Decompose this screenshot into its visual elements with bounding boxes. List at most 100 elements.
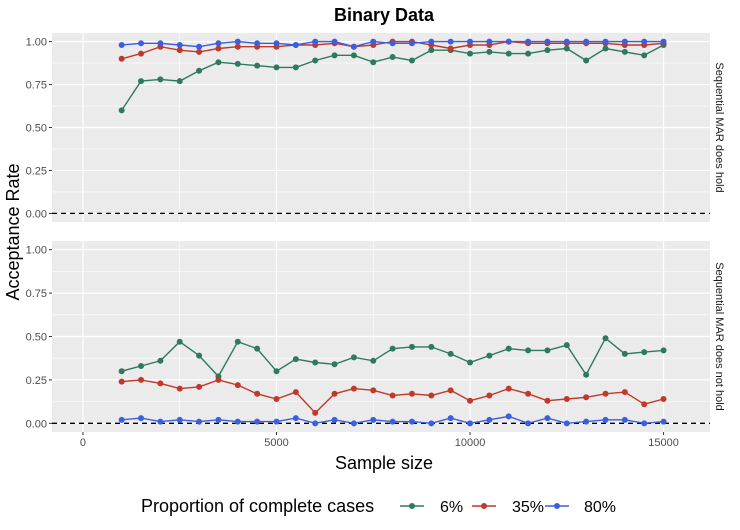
data-point	[544, 38, 551, 45]
data-point	[176, 78, 183, 85]
y-tick-label: 0.25	[26, 375, 47, 387]
data-point	[234, 418, 241, 425]
y-tick-label: 0.00	[26, 208, 47, 220]
chart-title: Binary Data	[334, 5, 435, 25]
data-point	[428, 47, 435, 54]
data-point	[312, 38, 319, 45]
data-point	[157, 418, 164, 425]
data-point	[525, 347, 532, 354]
data-point	[525, 50, 532, 57]
data-point	[234, 43, 241, 50]
data-point	[312, 57, 319, 64]
data-point	[408, 418, 415, 425]
data-point	[389, 418, 396, 425]
y-tick-label: 0.25	[26, 165, 47, 177]
data-point	[467, 50, 474, 57]
data-point	[505, 385, 512, 392]
data-point	[350, 420, 357, 427]
data-point	[292, 64, 299, 71]
data-point	[292, 42, 299, 49]
data-point	[428, 420, 435, 427]
data-point	[138, 415, 145, 422]
data-point	[544, 415, 551, 422]
data-point	[447, 350, 454, 357]
data-point	[544, 47, 551, 54]
data-point	[525, 420, 532, 427]
strip-label: Sequential MAR does hold	[713, 62, 725, 192]
data-point	[176, 42, 183, 49]
data-point	[215, 45, 222, 52]
data-point	[157, 380, 164, 387]
data-point	[312, 359, 319, 366]
data-point	[505, 50, 512, 57]
strip-background	[710, 241, 731, 432]
data-point	[292, 389, 299, 396]
data-point	[215, 40, 222, 47]
y-tick-label: 1.00	[26, 245, 47, 257]
data-point	[370, 38, 377, 45]
data-point	[196, 383, 203, 390]
data-point	[447, 45, 454, 52]
data-point	[176, 416, 183, 423]
data-point	[312, 409, 319, 416]
data-point	[370, 357, 377, 364]
data-point	[544, 397, 551, 404]
data-point	[234, 60, 241, 67]
data-point	[331, 416, 338, 423]
data-point	[447, 387, 454, 394]
data-point	[118, 55, 125, 62]
data-point	[641, 38, 648, 45]
data-point	[331, 390, 338, 397]
x-tick-label: 15000	[648, 437, 679, 449]
data-point	[660, 396, 667, 403]
data-point	[583, 418, 590, 425]
data-point	[621, 48, 628, 55]
data-point	[176, 47, 183, 54]
data-point	[621, 38, 628, 45]
data-point	[138, 363, 145, 370]
data-point	[312, 420, 319, 427]
data-point	[254, 390, 261, 397]
legend-key-point	[554, 503, 560, 509]
strip-background	[710, 33, 731, 222]
data-point	[331, 361, 338, 368]
data-point	[660, 347, 667, 354]
y-tick-label: 0.75	[26, 288, 47, 300]
data-point	[350, 385, 357, 392]
data-point	[273, 368, 280, 375]
legend-key-point	[481, 503, 487, 509]
data-point	[525, 390, 532, 397]
data-point	[389, 345, 396, 352]
x-axis: 0 5000 10000 15000	[80, 432, 679, 449]
y-tick-label: 0.50	[26, 332, 47, 344]
data-point	[254, 40, 261, 47]
data-point	[273, 40, 280, 47]
legend-key-point	[409, 503, 415, 509]
y-tick-label: 0.50	[26, 123, 47, 135]
data-point	[621, 350, 628, 357]
data-point	[350, 52, 357, 59]
data-point	[215, 59, 222, 66]
data-point	[196, 67, 203, 74]
y-tick-label: 0.00	[26, 418, 47, 430]
data-point	[408, 390, 415, 397]
data-point	[641, 401, 648, 408]
data-point	[138, 40, 145, 47]
data-point	[292, 415, 299, 422]
data-point	[602, 335, 609, 342]
data-point	[447, 38, 454, 45]
data-point	[389, 40, 396, 47]
data-point	[118, 378, 125, 385]
data-point	[273, 396, 280, 403]
data-point	[428, 38, 435, 45]
legend: Proportion of complete cases 6% 35% 80%	[141, 496, 616, 516]
data-point	[273, 418, 280, 425]
data-point	[215, 416, 222, 423]
data-point	[621, 416, 628, 423]
data-point	[563, 396, 570, 403]
data-point	[602, 390, 609, 397]
data-point	[428, 343, 435, 350]
data-point	[118, 107, 125, 114]
data-point	[563, 342, 570, 349]
